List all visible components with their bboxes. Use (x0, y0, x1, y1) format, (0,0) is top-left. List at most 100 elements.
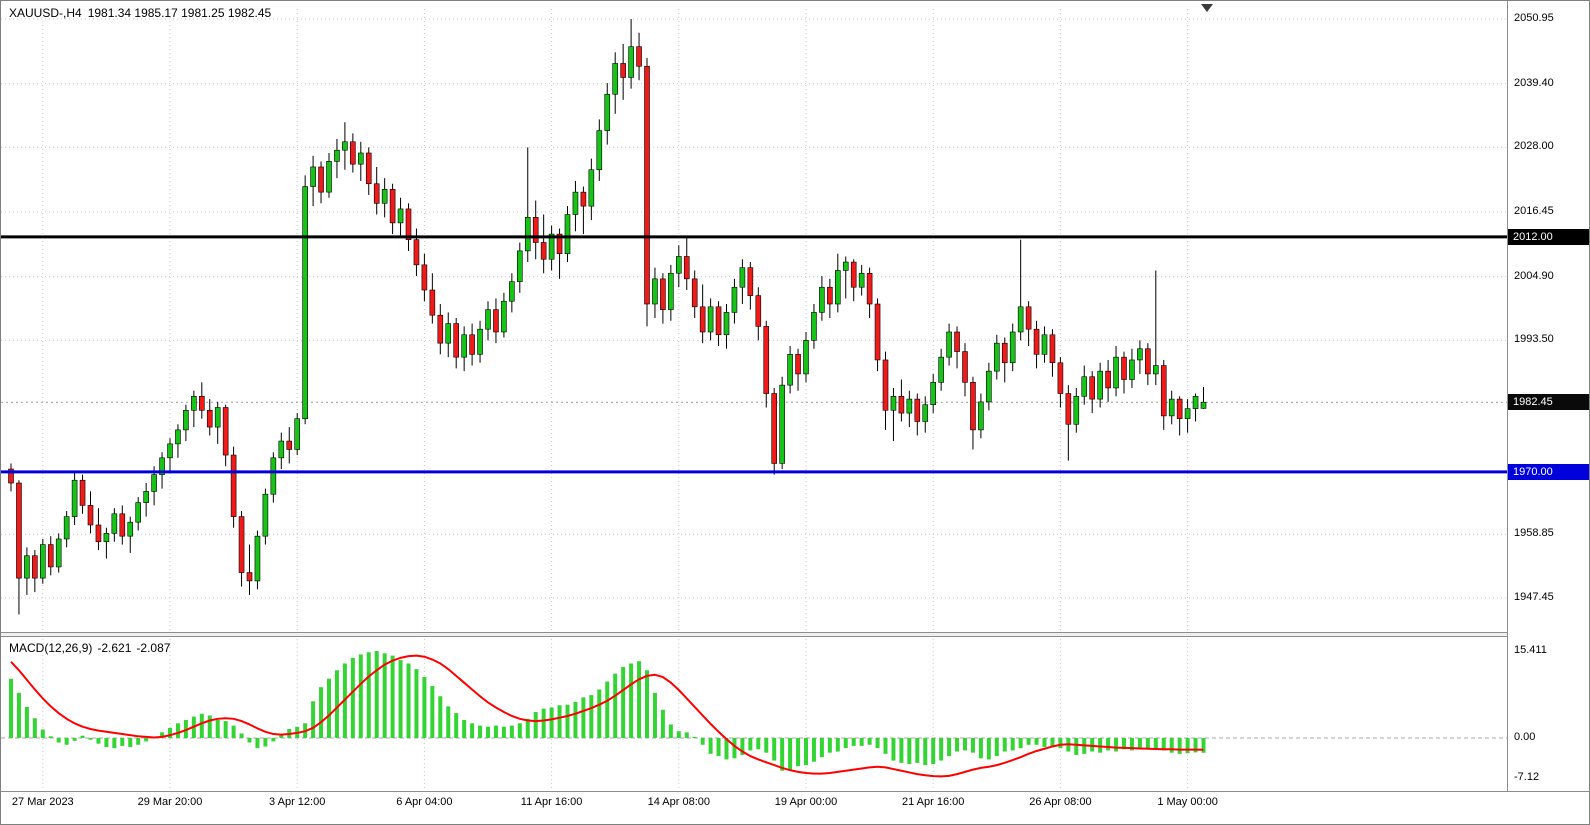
candle-down (898, 396, 905, 414)
chart-shift-marker[interactable] (1201, 4, 1213, 12)
candle-down (771, 393, 778, 464)
candle-up (834, 270, 841, 305)
candle-up (167, 443, 173, 459)
macd-histogram-bar (986, 738, 991, 760)
candle-up (787, 354, 793, 386)
candle-down (914, 398, 921, 422)
macd-histogram-bar (1042, 738, 1047, 748)
candle-up (1192, 396, 1199, 409)
macd-histogram-bar (1098, 738, 1103, 753)
macd-histogram-bar (438, 696, 443, 738)
macd-histogram-bar (557, 705, 562, 738)
candle-down (882, 359, 889, 411)
macd-histogram-bar (215, 719, 220, 738)
candle-up (1168, 398, 1175, 417)
candle-up (270, 457, 277, 495)
candle-up (509, 281, 515, 302)
candle-down (389, 189, 396, 224)
time-tick-label: 14 Apr 08:00 (647, 796, 710, 808)
macd-histogram-bar (486, 726, 490, 738)
macd-histogram-bar (788, 738, 793, 770)
candle-down (421, 264, 428, 291)
macd-histogram-bar (32, 718, 37, 738)
candle-down (246, 572, 253, 582)
candle-up (938, 356, 944, 383)
time-tick-label: 3 Apr 12:00 (269, 796, 326, 808)
candle-down (87, 505, 94, 526)
candle-down (532, 217, 539, 243)
macd-histogram-bar (223, 721, 228, 738)
candle-up (675, 256, 682, 274)
macd-histogram-bar (573, 701, 578, 738)
candle-up (326, 161, 332, 193)
candle-up (819, 286, 825, 313)
macd-histogram-bar (565, 704, 570, 738)
panel-separator[interactable] (1, 632, 1507, 637)
price-tick-label: 2039.40 (1514, 76, 1554, 89)
candle-down (1105, 370, 1111, 389)
macd-histogram-bar (1026, 738, 1031, 745)
candle-down (119, 513, 126, 537)
macd-histogram-bar (708, 738, 713, 754)
candle-down (850, 261, 857, 288)
candle-up (342, 141, 348, 151)
time-scale[interactable]: 27 Mar 2023 29 Mar 20:00 3 Apr 12:00 6 Apr … (1, 791, 1589, 824)
macd-histogram-bar (327, 678, 331, 738)
macd-histogram-bar (939, 738, 944, 761)
macd-histogram-bar (931, 738, 936, 764)
macd-signal-value: -2.087 (136, 641, 171, 655)
candle-down (540, 242, 547, 260)
candle-up (668, 272, 674, 310)
macd-histogram-bar (1058, 738, 1063, 749)
candle-down (286, 440, 293, 450)
macd-histogram-bar (509, 725, 514, 738)
time-tick-label: 1 May 00:00 (1157, 796, 1218, 808)
candle-up (294, 418, 301, 450)
macd-histogram-bar (247, 738, 252, 743)
macd-histogram-bar (804, 738, 808, 766)
candle-up (548, 233, 555, 260)
candle-down (874, 303, 881, 361)
macd-histogram-bar (899, 738, 904, 763)
candle-up (1129, 359, 1135, 380)
macd-histogram-bar (478, 725, 483, 738)
candle-down (365, 152, 372, 185)
candle-down (1025, 306, 1032, 330)
candle-down (755, 295, 762, 327)
macd-histogram-bar (168, 727, 172, 738)
candle-down (350, 141, 356, 165)
candle-up (24, 555, 30, 579)
time-tick-label: 26 Apr 08:00 (1029, 796, 1092, 808)
candle-up (842, 261, 849, 271)
macd-histogram-bar (1106, 738, 1111, 751)
candle-up (175, 429, 181, 445)
candle-down (636, 46, 642, 67)
macd-histogram-bar (128, 738, 133, 748)
candle-up (811, 312, 817, 341)
price-badge-support: 1970.00 (1508, 463, 1589, 480)
price-tick-label: 2016.45 (1514, 204, 1554, 217)
macd-histogram-bar (589, 695, 594, 738)
macd-histogram-bar (16, 692, 21, 738)
macd-histogram-bar (748, 738, 753, 751)
candle-up (1097, 370, 1103, 400)
price-tick-label: 2004.90 (1514, 269, 1554, 282)
candle-down (1176, 398, 1183, 419)
candle-down (795, 354, 801, 375)
macd-histogram-bar (859, 738, 864, 746)
candle-down (683, 256, 690, 280)
candle-down (230, 454, 237, 517)
candle-down (970, 382, 976, 431)
price-scale[interactable]: 2050.95 2039.40 2028.00 2016.45 2004.90 1993.… (1507, 1, 1589, 791)
macd-histogram-bar (915, 738, 920, 763)
candle-up (739, 267, 746, 288)
candles-layer (8, 19, 1207, 615)
macd-histogram-bar (1050, 738, 1055, 748)
candle-down (453, 323, 460, 358)
candle-down (199, 396, 205, 411)
symbol-timeframe-label: XAUUSD-,H4 (9, 6, 82, 20)
macd-histogram-bar (549, 707, 554, 738)
macd-histogram-bar (279, 734, 284, 738)
macd-histogram-bar (374, 651, 379, 738)
